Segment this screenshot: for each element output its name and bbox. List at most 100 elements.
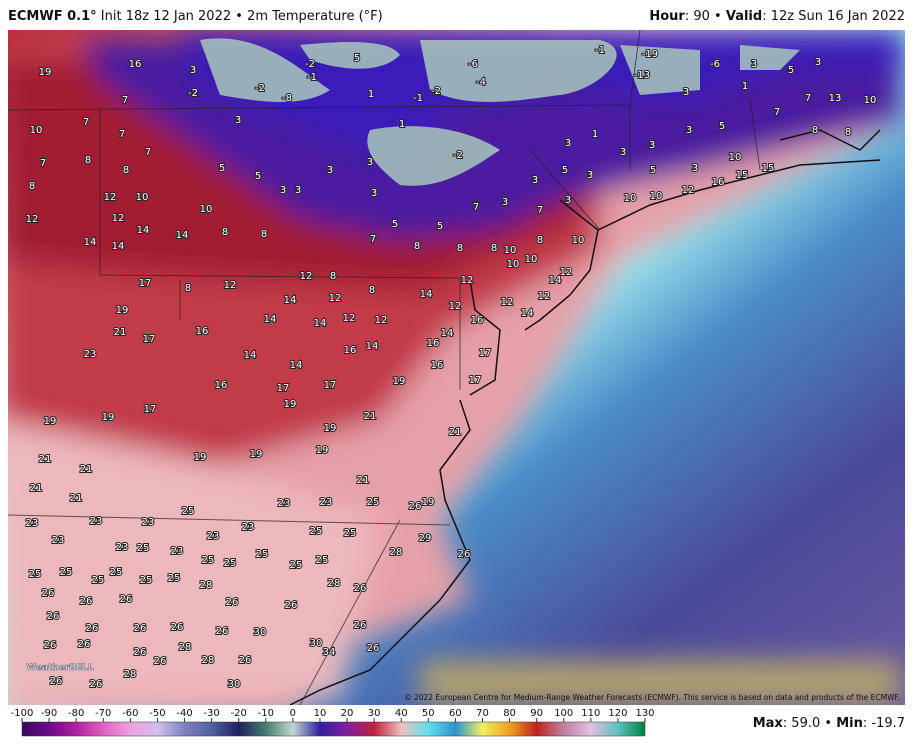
temperature-label: 30 (228, 679, 241, 690)
temperature-label: -1 (413, 93, 423, 104)
colorbar-tick-label: 130 (635, 708, 654, 719)
temperature-label: 12 (329, 293, 342, 304)
colorbar-tick-label: 50 (422, 708, 435, 719)
colorbar-tick-label: -80 (68, 708, 84, 719)
temperature-label: 26 (120, 594, 133, 605)
temperature-label: -2 (431, 86, 441, 97)
copyright: © 2022 European Centre for Medium-Range … (404, 693, 900, 702)
run: Init 18z 12 Jan 2022 • 2m Temperature (°… (101, 9, 383, 24)
temperature-label: 7 (40, 158, 46, 169)
temperature-label: 28 (328, 578, 341, 589)
temperature-label: 14 (521, 308, 534, 319)
valid-label: Valid (726, 9, 762, 24)
temperature-label: 26 (216, 626, 229, 637)
temperature-label: 3 (751, 59, 757, 70)
temperature-label: 10 (864, 95, 877, 106)
temperature-label: 10 (504, 245, 517, 256)
colorbar-tick-label: -90 (41, 708, 57, 719)
temperature-label: 1 (742, 81, 748, 92)
temperature-label: 3 (587, 170, 593, 181)
temperature-label: 26 (90, 679, 103, 690)
temperature-label: 10 (624, 193, 637, 204)
temperature-label: 5 (354, 53, 360, 64)
temperature-label: 30 (254, 627, 267, 638)
temperature-label: 26 (78, 639, 91, 650)
temperature-label: 12 (449, 301, 462, 312)
temperature-label: 12 (501, 297, 514, 308)
temperature-label: 14 (314, 318, 327, 329)
temperature-label: 8 (812, 125, 818, 136)
temperature-label: 3 (683, 87, 689, 98)
temperature-label: -2 (255, 83, 265, 94)
temperature-label: 19 (44, 416, 57, 427)
temperature-label: 3 (692, 163, 698, 174)
temperature-label: 25 (140, 575, 153, 586)
temperature-label: 8 (123, 165, 129, 176)
temperature-label: 7 (537, 205, 543, 216)
temperature-label: 14 (112, 241, 125, 252)
temperature-label: 26 (354, 583, 367, 594)
temperature-label: 19 (39, 67, 52, 78)
temperature-label: 3 (295, 185, 301, 196)
temperature-label: 5 (562, 165, 568, 176)
colorbar-tick-label: 110 (581, 708, 600, 719)
temperature-label: -2 (305, 59, 315, 70)
temperature-label: 25 (182, 506, 195, 517)
temperature-label: 29 (419, 533, 432, 544)
temperature-label: 8 (222, 227, 228, 238)
temperature-label: 21 (364, 411, 377, 422)
temperature-label: 14 (284, 295, 297, 306)
temperature-label: 8 (457, 243, 463, 254)
temperature-label: 34 (323, 647, 336, 658)
temperature-label: 14 (549, 275, 562, 286)
colorbar-tick-label: 40 (395, 708, 408, 719)
temperature-label: 3 (649, 140, 655, 151)
temperature-label: 10 (572, 235, 585, 246)
temperature-label: 8 (261, 229, 267, 240)
temperature-label: 3 (280, 185, 286, 196)
colorbar: -100 -90 -80 -70 -60 -50 -40 -30 -20 -10 0 10 20 30 40… (11, 708, 655, 737)
colorbar-tick-label: -30 (203, 708, 219, 719)
temperature-label: 19 (393, 376, 406, 387)
temperature-label: 23 (142, 517, 155, 528)
temperature-label: 26 (47, 611, 60, 622)
temperature-label: 7 (145, 147, 151, 158)
temperature-label: 23 (116, 542, 129, 553)
colorbar-ramp (21, 721, 646, 737)
temperature-label: 12 (461, 275, 474, 286)
temperature-label: 26 (354, 620, 367, 631)
temperature-label: 12 (538, 291, 551, 302)
temperature-label: 30 (310, 638, 323, 649)
temperature-label: 25 (224, 558, 237, 569)
temperature-label: 7 (774, 107, 780, 118)
colorbar-tick-label: 0 (290, 708, 296, 719)
temperature-label: 16 (129, 59, 142, 70)
temperature-label: 25 (344, 528, 357, 539)
hour: : 90 • (685, 9, 726, 24)
temperature-label: 8 (29, 181, 35, 192)
temperature-label: 12 (375, 315, 388, 326)
temperature-label: 19 (250, 449, 263, 460)
temperature-label: 17 (143, 334, 156, 345)
temperature-label: 5 (788, 65, 794, 76)
temperature-label: 21 (70, 493, 83, 504)
temperature-label: 21 (114, 327, 127, 338)
temperature-label: 23 (207, 531, 220, 542)
temperature-label: 3 (502, 197, 508, 208)
temperature-label: 26 (409, 501, 422, 512)
temperature-label: 7 (83, 117, 89, 128)
temperature-label: 26 (44, 640, 57, 651)
temperature-label: 3 (686, 125, 692, 136)
temperature-label: 8 (369, 285, 375, 296)
temperature-label: 26 (171, 622, 184, 633)
min: : -19.7 (863, 716, 905, 731)
temperature-label: 5 (719, 121, 725, 132)
temperature-label: 25 (29, 569, 42, 580)
temperature-label: 13 (829, 93, 842, 104)
max: : 59.0 • (783, 716, 836, 731)
temperature-label: -2 (188, 88, 198, 99)
temperature-label: 21 (39, 454, 52, 465)
temperature-label: -13 (634, 70, 650, 81)
temperature-label: 17 (139, 278, 152, 289)
